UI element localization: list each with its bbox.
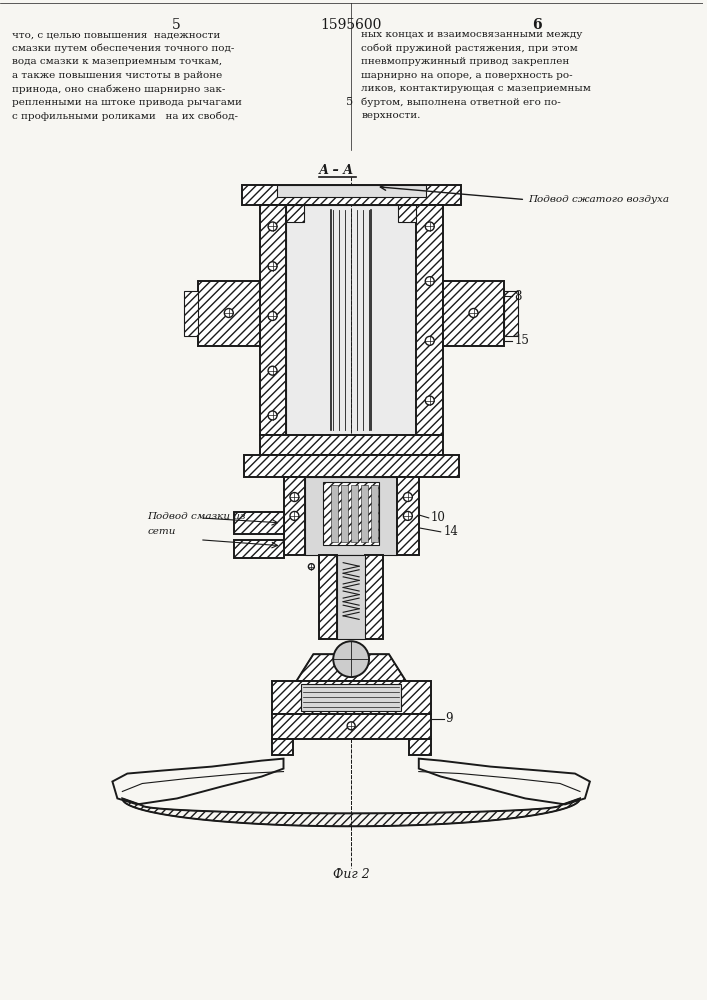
Circle shape <box>268 222 277 231</box>
Text: 1595600: 1595600 <box>320 18 382 32</box>
Circle shape <box>425 222 434 231</box>
Bar <box>409 739 431 755</box>
Bar <box>337 555 365 639</box>
Text: 15: 15 <box>514 334 529 347</box>
Circle shape <box>404 511 412 520</box>
Polygon shape <box>296 654 406 681</box>
Text: верхности.: верхности. <box>361 111 421 120</box>
Bar <box>323 482 379 545</box>
Circle shape <box>224 309 233 317</box>
Bar <box>286 205 416 435</box>
Text: 9: 9 <box>445 712 453 725</box>
Bar <box>351 485 358 542</box>
Text: пневмопружинный привод закреплен: пневмопружинный привод закреплен <box>361 57 569 66</box>
Bar <box>443 281 504 346</box>
Text: 6: 6 <box>532 18 542 32</box>
Text: шарнирно на опоре, а поверхность ро-: шарнирно на опоре, а поверхность ро- <box>361 71 573 80</box>
Circle shape <box>290 493 299 501</box>
Bar <box>271 739 293 755</box>
Bar <box>276 185 426 197</box>
Circle shape <box>425 396 434 405</box>
Bar <box>341 485 348 542</box>
Text: 5: 5 <box>346 97 353 107</box>
Circle shape <box>469 309 478 317</box>
Bar <box>332 485 338 542</box>
Bar <box>271 714 431 739</box>
Text: 5: 5 <box>172 18 180 32</box>
Text: А – А: А – А <box>319 164 354 177</box>
Text: что, с целью повышения  надежности: что, с целью повышения надежности <box>12 30 220 39</box>
Text: 10: 10 <box>431 511 445 524</box>
Text: Подвод сжатого воздуха: Подвод сжатого воздуха <box>528 195 670 204</box>
Text: 8: 8 <box>514 290 522 303</box>
Text: принода, оно снабжено шарнирно зак-: принода, оно снабжено шарнирно зак- <box>12 84 226 94</box>
Bar <box>184 291 198 336</box>
Bar <box>371 485 378 542</box>
Bar <box>504 291 518 336</box>
Text: ных концах и взаимосвязанными между: ных концах и взаимосвязанными между <box>361 30 583 39</box>
Text: собой пружиной растяжения, при этом: собой пружиной растяжения, при этом <box>361 44 578 53</box>
Bar <box>284 477 305 555</box>
Circle shape <box>268 366 277 375</box>
Text: репленными на штоке привода рычагами: репленными на штоке привода рычагами <box>12 98 242 107</box>
Text: Подвод смазки из: Подвод смазки из <box>147 512 246 521</box>
Bar <box>397 477 419 555</box>
Text: буртом, выполнена ответной его по-: буртом, выполнена ответной его по- <box>361 98 561 107</box>
Circle shape <box>333 641 369 677</box>
Text: смазки путем обеспечения точного под-: смазки путем обеспечения точного под- <box>12 44 234 53</box>
Text: 14: 14 <box>444 525 459 538</box>
Bar <box>271 681 431 714</box>
Circle shape <box>268 411 277 420</box>
Bar <box>259 205 286 435</box>
Text: сети: сети <box>147 527 175 536</box>
Bar <box>416 205 443 435</box>
Bar <box>242 185 460 205</box>
Text: а также повышения чистоты в районе: а также повышения чистоты в районе <box>12 71 222 80</box>
Text: ликов, контактирующая с мазеприемным: ликов, контактирующая с мазеприемным <box>361 84 591 93</box>
Circle shape <box>308 564 315 570</box>
Text: с профильными роликами   на их свобод-: с профильными роликами на их свобод- <box>12 111 238 121</box>
Text: вода смазки к мазеприемным точкам,: вода смазки к мазеприемным точкам, <box>12 57 222 66</box>
Circle shape <box>404 493 412 501</box>
Bar <box>320 555 337 639</box>
Circle shape <box>347 722 355 730</box>
Bar <box>286 205 305 222</box>
Bar <box>365 555 383 639</box>
Bar <box>361 485 368 542</box>
Bar <box>301 684 401 711</box>
Bar <box>305 477 397 555</box>
Bar <box>234 540 284 558</box>
Bar <box>398 205 416 222</box>
Bar <box>198 281 259 346</box>
Bar <box>259 435 443 455</box>
Circle shape <box>290 511 299 520</box>
Text: Фиг 2: Фиг 2 <box>333 868 370 881</box>
Circle shape <box>425 277 434 286</box>
Circle shape <box>268 262 277 271</box>
Bar <box>244 455 459 477</box>
Bar <box>234 512 284 534</box>
Circle shape <box>425 336 434 345</box>
Circle shape <box>268 311 277 320</box>
